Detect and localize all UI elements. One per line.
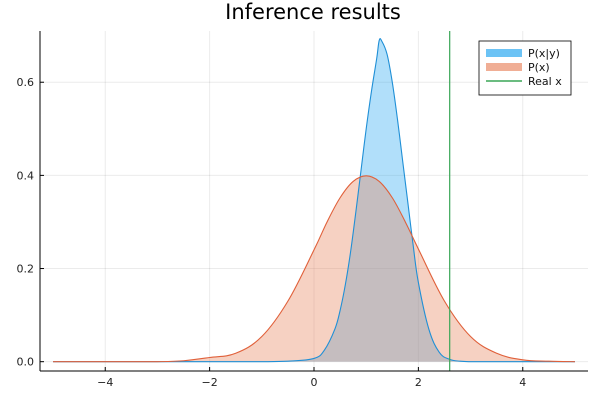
legend-label-2: Real x [528,75,562,88]
series-area-1 [53,175,575,362]
x-tick-label: 2 [415,376,422,389]
tick-labels: −4 −2 0 2 4 0.0 0.2 0.4 0.6 [17,76,527,389]
legend-swatch-0 [486,49,522,57]
x-tick-label: −2 [202,376,218,389]
y-tick-label: 0.4 [17,169,35,182]
x-tick-label: 0 [311,376,318,389]
x-tick-label: −4 [97,376,113,389]
x-tick-label: 4 [519,376,526,389]
chart-title: Inference results [225,0,401,24]
series-line-0 [53,37,575,363]
legend-label-1: P(x) [528,61,550,74]
y-tick-label: 0.2 [17,263,35,276]
series-line-1 [53,175,575,363]
series-areas [53,38,575,362]
axes [39,31,588,372]
legend-label-0: P(x|y) [528,47,560,60]
legend: P(x|y)P(x)Real x [478,40,572,96]
y-tick-label: 0.0 [17,356,35,369]
series-lines [53,31,575,371]
legend-swatch-1 [486,63,522,71]
y-tick-label: 0.6 [17,76,35,89]
